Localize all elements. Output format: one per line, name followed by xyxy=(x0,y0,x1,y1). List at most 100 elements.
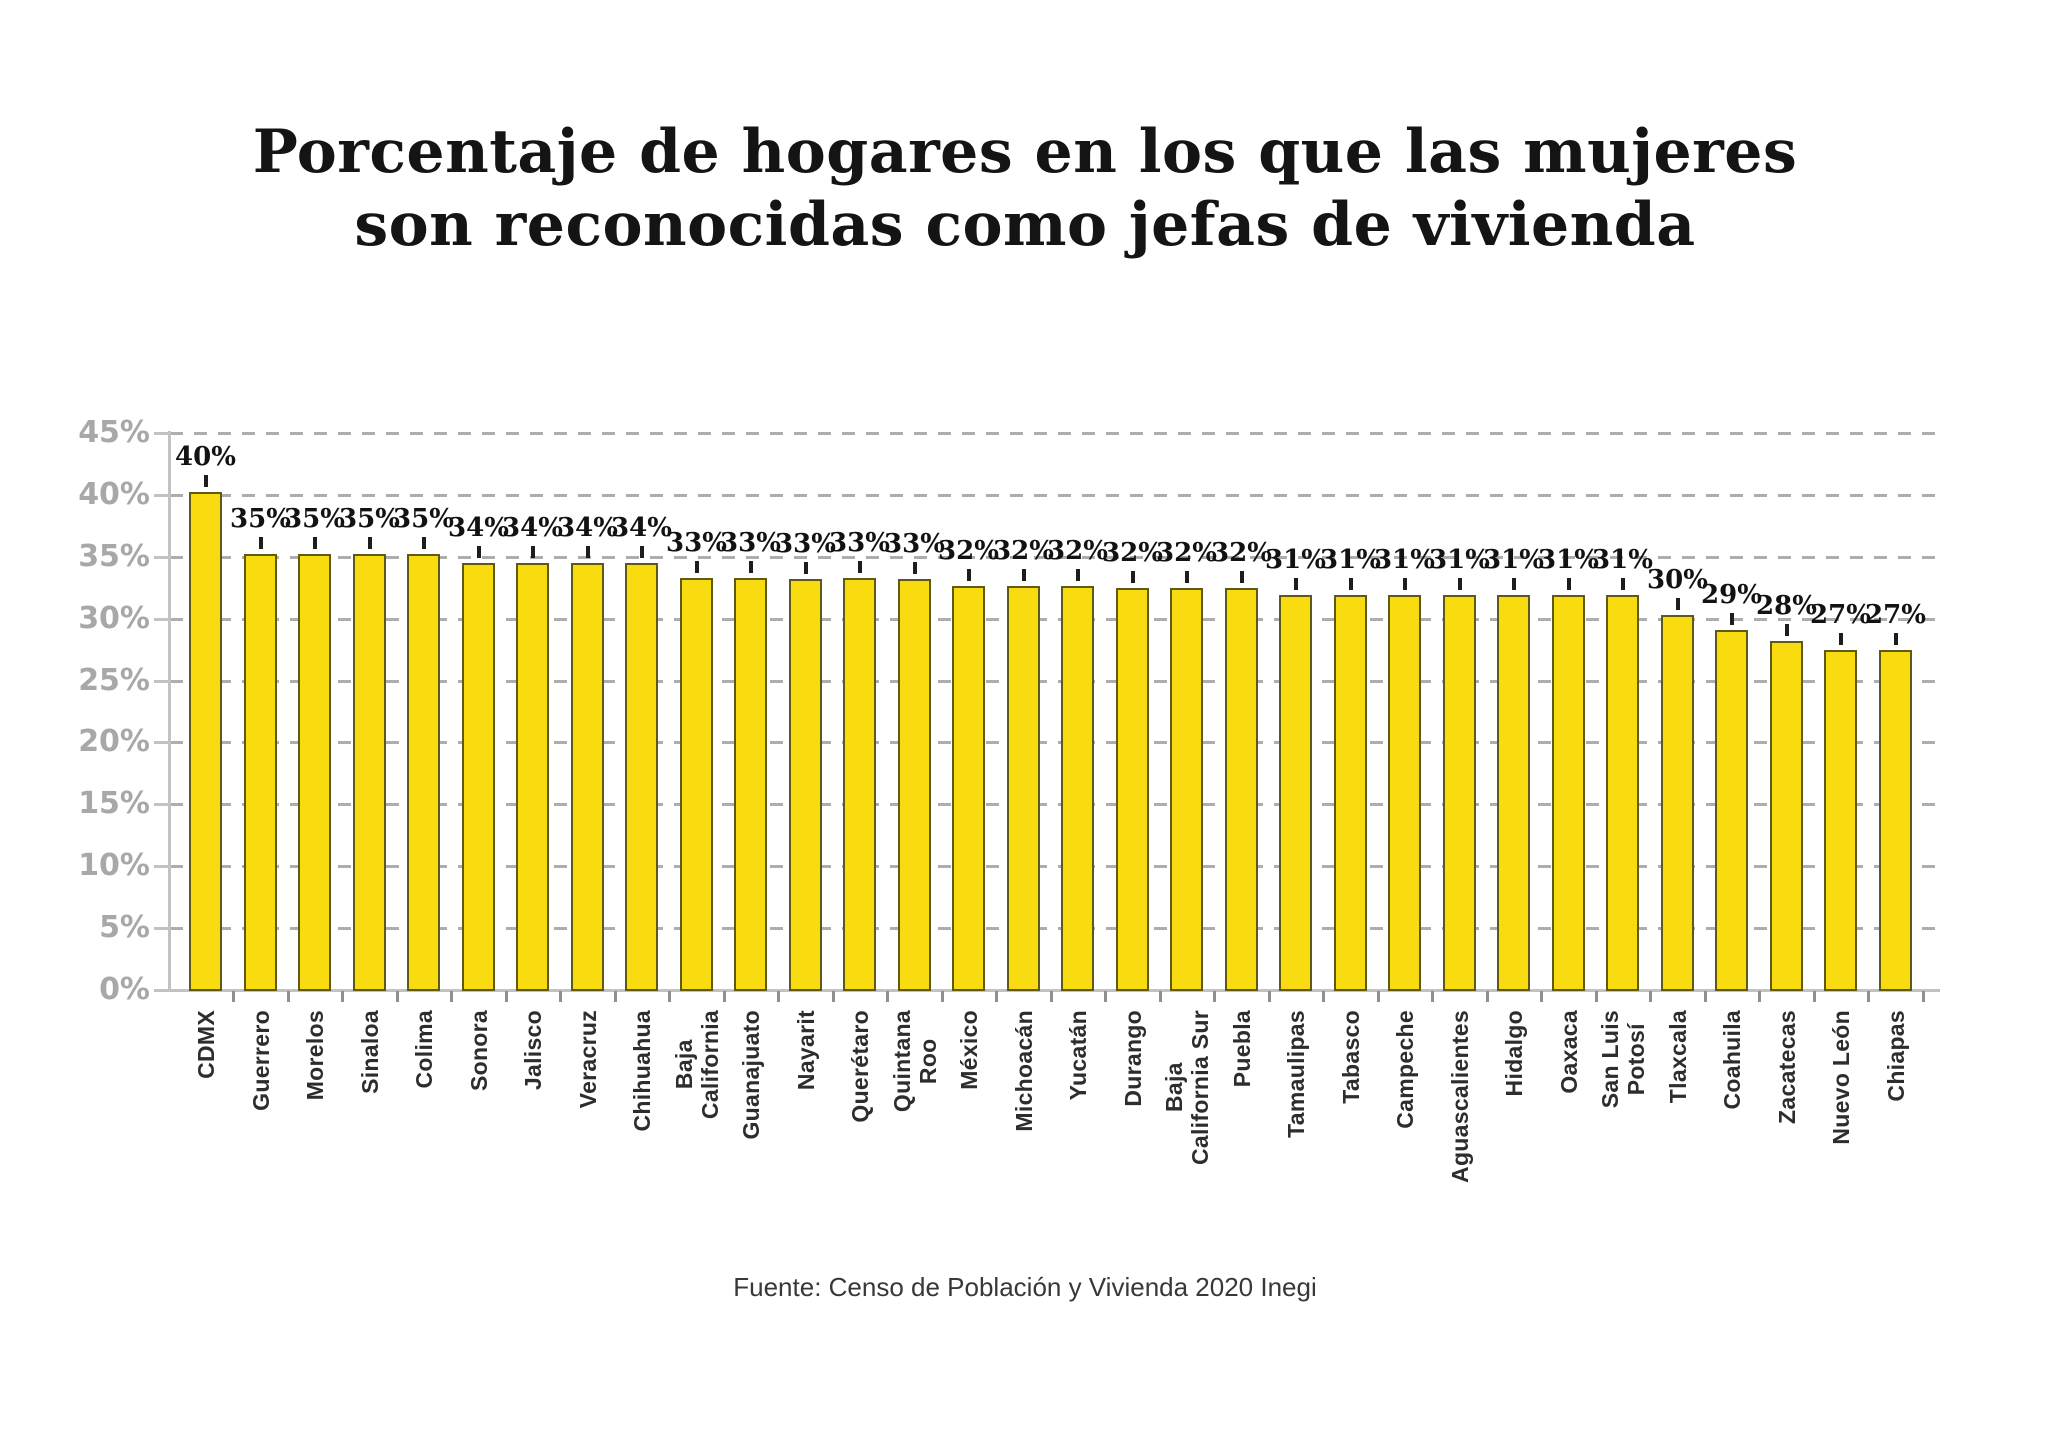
y-axis-line xyxy=(168,431,171,992)
bar-value-label: 35% xyxy=(230,504,291,534)
y-axis-tick xyxy=(154,741,170,745)
bar-San Luis Potosí xyxy=(1606,595,1639,991)
bar-value-label: 32% xyxy=(1102,538,1163,568)
chart-title-line1: Porcentaje de hogares en los que las muj… xyxy=(252,117,1798,187)
bar-value-tick xyxy=(367,537,372,549)
bar-Colima xyxy=(407,554,440,991)
y-axis-tick xyxy=(154,803,170,807)
gridline-45% xyxy=(170,432,1940,435)
bar-value-tick xyxy=(966,569,971,581)
y-axis-tick-label: 40% xyxy=(78,476,150,512)
x-axis-tick xyxy=(1213,991,1216,1002)
bar-value-label: 28% xyxy=(1756,591,1817,621)
y-axis-tick xyxy=(154,865,170,869)
chart-title: Porcentaje de hogares en los que las muj… xyxy=(0,116,2050,262)
bar-value-tick xyxy=(748,561,753,573)
bar-value-label: 31% xyxy=(1429,545,1490,575)
bar-Baja California xyxy=(680,578,713,991)
bar-Tabasco xyxy=(1334,595,1367,991)
x-axis-label-CDMX: CDMX xyxy=(192,1010,219,1079)
gridline-35% xyxy=(170,555,1940,559)
bar-value-label: 32% xyxy=(1156,538,1217,568)
x-axis-tick xyxy=(1595,991,1598,1002)
bar-value-label: 32% xyxy=(1047,536,1108,566)
x-axis-tick xyxy=(1649,991,1652,1002)
x-axis-tick xyxy=(450,991,453,1002)
x-axis-label-Guanajuato: Guanajuato xyxy=(737,1010,764,1140)
x-axis-label-Oaxaca: Oaxaca xyxy=(1555,1010,1582,1094)
gridline-30% xyxy=(170,617,1940,621)
bar-value-label: 32% xyxy=(938,536,999,566)
bar-Puebla xyxy=(1225,588,1258,991)
bar-Sinaloa xyxy=(353,554,386,991)
bar-value-tick xyxy=(1021,569,1026,581)
x-axis-tick xyxy=(668,991,671,1002)
x-axis-tick xyxy=(1050,991,1053,1002)
x-axis-tick xyxy=(1322,991,1325,1002)
bar-value-tick xyxy=(857,561,862,573)
bar-CDMX xyxy=(189,492,222,991)
bar-value-label: 34% xyxy=(448,513,509,543)
bar-Hidalgo xyxy=(1497,595,1530,991)
bar-Durango xyxy=(1116,588,1149,991)
bar-value-tick xyxy=(639,546,644,558)
x-axis-tick xyxy=(1268,991,1271,1002)
y-axis-tick xyxy=(154,617,170,621)
bar-Chiapas xyxy=(1879,650,1912,991)
bar-Michoacán xyxy=(1007,586,1040,991)
bar-value-tick xyxy=(1130,571,1135,583)
x-axis-tick xyxy=(1159,991,1162,1002)
gridline-10% xyxy=(170,865,1940,869)
bar-value-label: 31% xyxy=(1265,545,1326,575)
x-axis-tick xyxy=(1813,991,1816,1002)
x-axis-label-Campeche: Campeche xyxy=(1391,1010,1418,1129)
y-axis-tick-label: 25% xyxy=(78,662,150,698)
x-axis-tick xyxy=(232,991,235,1002)
x-axis-label-Yucatán: Yucatán xyxy=(1064,1010,1091,1101)
bar-value-tick xyxy=(1184,571,1189,583)
bar-value-tick xyxy=(1729,613,1734,625)
bar-value-tick xyxy=(1402,578,1407,590)
x-axis-label-Tamaulipas: Tamaulipas xyxy=(1282,1010,1309,1138)
bar-Tamaulipas xyxy=(1279,595,1312,991)
bar-value-tick xyxy=(1293,578,1298,590)
x-axis-label-Chiapas: Chiapas xyxy=(1882,1010,1909,1102)
gridline-15% xyxy=(170,803,1940,807)
x-axis-tick xyxy=(1431,991,1434,1002)
x-axis-tick xyxy=(886,991,889,1002)
bar-value-label: 35% xyxy=(339,504,400,534)
bar-value-label: 33% xyxy=(666,528,727,558)
x-axis-label-Durango: Durango xyxy=(1119,1010,1146,1107)
bar-value-tick xyxy=(530,546,535,558)
bar-value-tick xyxy=(258,537,263,549)
gridline-40% xyxy=(170,493,1940,497)
y-axis-tick xyxy=(154,432,170,435)
bar-value-tick xyxy=(585,546,590,558)
x-axis-label-Nuevo León: Nuevo León xyxy=(1827,1010,1854,1145)
x-axis-tick xyxy=(1377,991,1380,1002)
bar-value-tick xyxy=(1348,578,1353,590)
y-axis-tick xyxy=(154,679,170,683)
x-axis-tick xyxy=(1104,991,1107,1002)
y-axis-tick-label: 15% xyxy=(78,786,150,822)
bar-value-tick xyxy=(694,561,699,573)
y-axis-tick xyxy=(154,493,170,497)
bar-México xyxy=(952,586,985,991)
x-axis-label-Nayarit: Nayarit xyxy=(792,1010,819,1091)
x-axis-tick xyxy=(396,991,399,1002)
y-axis-tick-label: 30% xyxy=(78,600,150,636)
bar-value-label: 31% xyxy=(1538,545,1599,575)
x-axis-label-Aguascalientes: Aguascalientes xyxy=(1446,1010,1473,1183)
bar-value-label: 32% xyxy=(993,536,1054,566)
bar-value-tick xyxy=(476,546,481,558)
x-axis-label-Sinaloa: Sinaloa xyxy=(356,1010,383,1094)
bar-Quintana Roo xyxy=(898,579,931,991)
x-axis-label-Jalisco: Jalisco xyxy=(519,1010,546,1091)
x-axis-tick xyxy=(341,991,344,1002)
y-axis-tick xyxy=(154,927,170,931)
bar-value-tick xyxy=(1075,569,1080,581)
x-axis-tick xyxy=(1704,991,1707,1002)
bar-value-tick xyxy=(1620,578,1625,590)
bar-value-label: 32% xyxy=(1211,538,1272,568)
x-axis-tick xyxy=(941,991,944,1002)
